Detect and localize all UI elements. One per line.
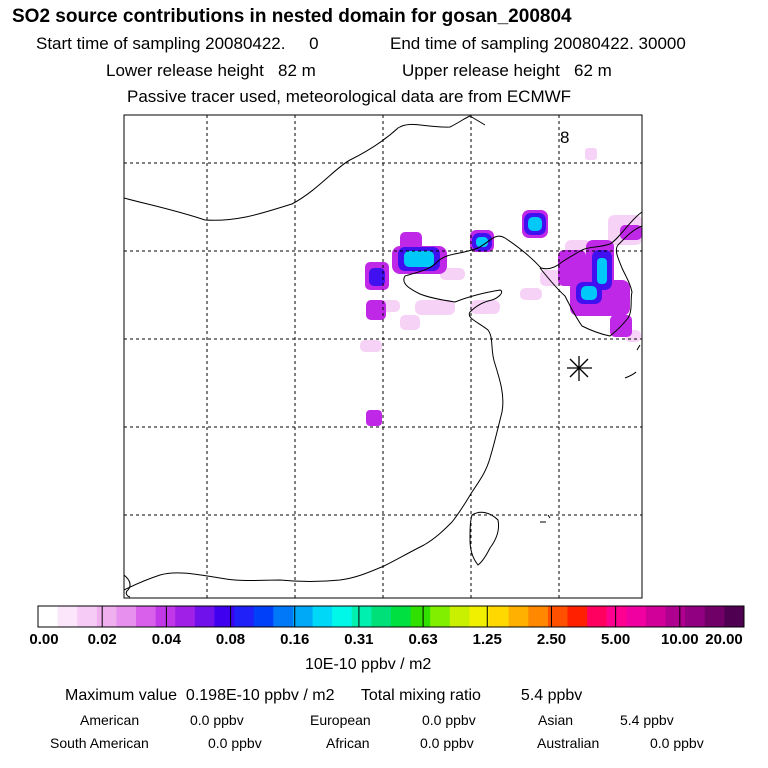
colorbar-segment: [273, 606, 294, 627]
colorbar-segment: [136, 606, 157, 627]
lower-release-height: Lower release height 82 m: [106, 61, 316, 80]
peak-sources: [404, 217, 607, 300]
upper-release-height: Upper release height 62 m: [402, 61, 612, 80]
region-asian-value: 5.4 ppbv: [620, 712, 674, 728]
lat-lon-grid: [124, 115, 642, 598]
colorbar-tick-label: 1.25: [472, 631, 502, 648]
region-american-value: 0.0 ppbv: [190, 712, 244, 728]
colorbar-segment: [292, 606, 314, 627]
region-south-american-value: 0.0 ppbv: [208, 735, 262, 751]
colorbar-segment: [96, 606, 117, 627]
colorbar-tick-label: 0.63: [408, 631, 438, 648]
colorbar-frame: [37, 605, 745, 628]
colorbar-segment: [469, 606, 490, 627]
map-frame: [123, 114, 643, 599]
colorbar-segment: [77, 606, 98, 627]
colorbar: [37, 606, 745, 627]
colorbar-segment: [38, 606, 59, 627]
colorbar-tick-label: 0.31: [344, 631, 374, 648]
colorbar-tick-label: 0.00: [29, 631, 59, 648]
total-mixing-value: 5.4 ppbv: [520, 687, 583, 704]
colorbar-segment: [430, 606, 451, 627]
colorbar-segment: [685, 606, 706, 627]
colorbar-segment: [508, 606, 529, 627]
region-american-name: American: [80, 712, 140, 728]
colorbar-segment: [234, 606, 255, 627]
colorbar-segment: [606, 606, 627, 627]
colorbar-segment: [194, 606, 215, 627]
sampling-end-time: End time of sampling 20080422. 30000: [390, 34, 686, 53]
sampling-start-time: Start time of sampling 20080422. 0: [36, 34, 319, 53]
colorbar-segment: [312, 606, 333, 627]
colorbar-segment: [626, 606, 647, 627]
colorbar-segment: [704, 606, 725, 627]
region-south-american-name: South American: [50, 735, 149, 751]
colorbar-tick-label: 5.00: [601, 631, 631, 648]
colorbar-segment: [371, 606, 392, 627]
colorbar-tick-label: 0.04: [151, 631, 181, 648]
region-australian-name: Australian: [537, 735, 600, 751]
region-australian-value: 0.0 ppbv: [650, 735, 704, 751]
max-value-row: Maximum value 0.198E-10 ppbv / m2 Total …: [65, 688, 582, 704]
colorbar-tick-label: 2.50: [536, 631, 567, 648]
region-asian-name: Asian: [538, 712, 574, 728]
colorbar-segment: [155, 606, 176, 627]
max-value-label: Maximum value 0.198E-10 ppbv / m2: [65, 687, 335, 704]
colorbar-tick-label: 0.16: [280, 631, 310, 648]
colorbar-segment: [332, 606, 353, 627]
colorbar-segment: [351, 606, 372, 627]
colorbar-tick-label: 20.00: [705, 631, 743, 648]
colorbar-segment: [410, 606, 431, 627]
colorbar-segment: [547, 606, 568, 627]
colorbar-segment: [724, 606, 745, 627]
colorbar-segment: [116, 606, 137, 627]
colorbar-segment: [645, 606, 667, 627]
colorbar-segment: [449, 606, 470, 627]
colorbar-segment: [587, 606, 608, 627]
data-source-note: Passive tracer used, meteorological data…: [127, 87, 572, 106]
colorbar-segment: [214, 606, 235, 627]
colorbar-segment: [567, 606, 588, 627]
total-mixing-label: Total mixing ratio: [360, 687, 481, 704]
colorbar-tick-label: 0.02: [87, 631, 117, 648]
colorbar-units: 10E-10 ppbv / m2: [305, 656, 432, 673]
coastlines: [123, 115, 643, 598]
day-marker-label: 8: [560, 128, 569, 147]
colorbar-tick-label: 0.08: [215, 631, 246, 648]
colorbar-segment: [57, 606, 78, 627]
colorbar-segment: [665, 606, 686, 627]
region-european-name: European: [310, 712, 371, 728]
gosan-receptor-icon: [567, 356, 592, 381]
colorbar-segment: [175, 606, 196, 627]
colorbar-segment: [253, 606, 274, 627]
region-african-name: African: [326, 735, 370, 751]
chart-title: SO2 source contributions in nested domai…: [12, 6, 572, 27]
colorbar-segment: [528, 606, 549, 627]
colorbar-tick-label: 10.00: [661, 631, 699, 648]
region-african-value: 0.0 ppbv: [420, 735, 474, 751]
colorbar-segment: [391, 606, 412, 627]
colorbar-segment: [489, 606, 510, 627]
region-european-value: 0.0 ppbv: [422, 712, 476, 728]
